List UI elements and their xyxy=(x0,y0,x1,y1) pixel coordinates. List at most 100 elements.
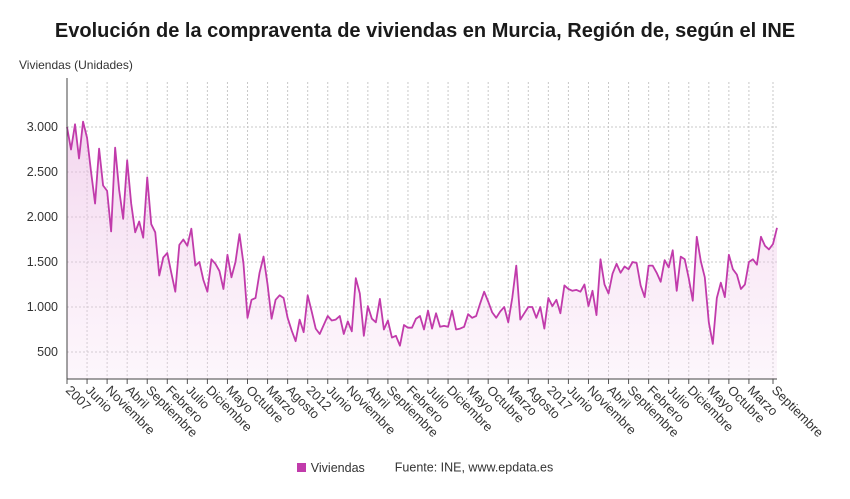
data-point xyxy=(219,270,221,272)
data-point xyxy=(748,261,750,263)
data-point xyxy=(760,236,762,238)
data-point xyxy=(511,297,513,299)
data-point xyxy=(179,244,181,246)
data-point xyxy=(90,171,92,173)
data-point xyxy=(94,203,96,205)
data-point xyxy=(118,189,120,191)
area-layer xyxy=(66,120,778,379)
data-point xyxy=(652,265,654,267)
data-point xyxy=(407,327,409,329)
data-point xyxy=(110,231,112,233)
data-point xyxy=(323,324,325,326)
data-point xyxy=(664,259,666,261)
data-point xyxy=(195,265,197,267)
data-point xyxy=(483,291,485,293)
y-tick-label: 500 xyxy=(37,345,58,359)
data-point xyxy=(379,298,381,300)
legend-swatch xyxy=(296,463,306,473)
data-point xyxy=(74,124,76,126)
data-point xyxy=(102,185,104,187)
data-point xyxy=(592,290,594,292)
data-point xyxy=(299,319,301,321)
data-point xyxy=(154,232,156,234)
y-tick-label: 2.000 xyxy=(27,210,58,224)
data-point xyxy=(82,121,84,123)
data-point xyxy=(540,306,542,308)
data-point xyxy=(158,275,160,277)
data-point xyxy=(528,306,530,308)
data-point xyxy=(568,288,570,290)
data-point xyxy=(584,284,586,286)
data-point xyxy=(146,177,148,179)
data-point xyxy=(752,259,754,261)
data-point xyxy=(608,293,610,295)
data-point xyxy=(467,313,469,315)
data-point xyxy=(319,333,321,335)
area-fill xyxy=(67,121,777,379)
data-point xyxy=(768,249,770,251)
data-point xyxy=(544,328,546,330)
data-point xyxy=(519,319,521,321)
data-point xyxy=(183,239,185,241)
data-point xyxy=(736,274,738,276)
data-point xyxy=(359,293,361,295)
data-point xyxy=(455,329,457,331)
data-point xyxy=(170,272,172,274)
data-point xyxy=(247,317,249,319)
data-point xyxy=(764,245,766,247)
data-point xyxy=(383,329,385,331)
data-point xyxy=(255,297,257,299)
data-point xyxy=(443,325,445,327)
data-point xyxy=(335,319,337,321)
data-point xyxy=(712,343,714,345)
data-point xyxy=(331,320,333,322)
data-point xyxy=(656,272,658,274)
data-point xyxy=(463,326,465,328)
data-point xyxy=(495,317,497,319)
data-point xyxy=(166,252,168,254)
data-point xyxy=(552,305,554,307)
data-point xyxy=(672,250,674,252)
data-point xyxy=(459,328,461,330)
data-point xyxy=(628,268,630,270)
data-point xyxy=(351,331,353,333)
data-point xyxy=(740,288,742,290)
data-point xyxy=(499,311,501,313)
data-point xyxy=(616,263,618,265)
data-point xyxy=(684,259,686,261)
data-point xyxy=(347,321,349,323)
data-point xyxy=(580,291,582,293)
data-point xyxy=(399,345,401,347)
data-point xyxy=(187,245,189,247)
data-point xyxy=(419,315,421,317)
data-point xyxy=(355,277,357,279)
chart-title: Evolución de la compraventa de viviendas… xyxy=(54,20,796,42)
data-point xyxy=(243,263,245,265)
data-point xyxy=(692,300,694,302)
data-point xyxy=(307,295,309,297)
data-point xyxy=(596,314,598,316)
data-point xyxy=(487,301,489,303)
data-point xyxy=(122,218,124,220)
data-point xyxy=(130,203,132,205)
data-point xyxy=(576,289,578,291)
data-point xyxy=(215,263,217,265)
data-point xyxy=(395,335,397,337)
data-point xyxy=(724,296,726,298)
data-point xyxy=(339,315,341,317)
data-point xyxy=(239,233,241,235)
data-point xyxy=(776,227,778,229)
data-point xyxy=(203,279,205,281)
data-point xyxy=(327,315,329,317)
data-point xyxy=(435,313,437,315)
data-point xyxy=(235,261,237,263)
data-point xyxy=(78,158,80,160)
data-point xyxy=(479,303,481,305)
data-point xyxy=(207,291,209,293)
data-point xyxy=(668,267,670,269)
data-point xyxy=(700,260,702,262)
data-point xyxy=(588,305,590,307)
data-point xyxy=(162,257,164,259)
data-point xyxy=(199,261,201,263)
series-line-viviendas xyxy=(66,120,778,347)
